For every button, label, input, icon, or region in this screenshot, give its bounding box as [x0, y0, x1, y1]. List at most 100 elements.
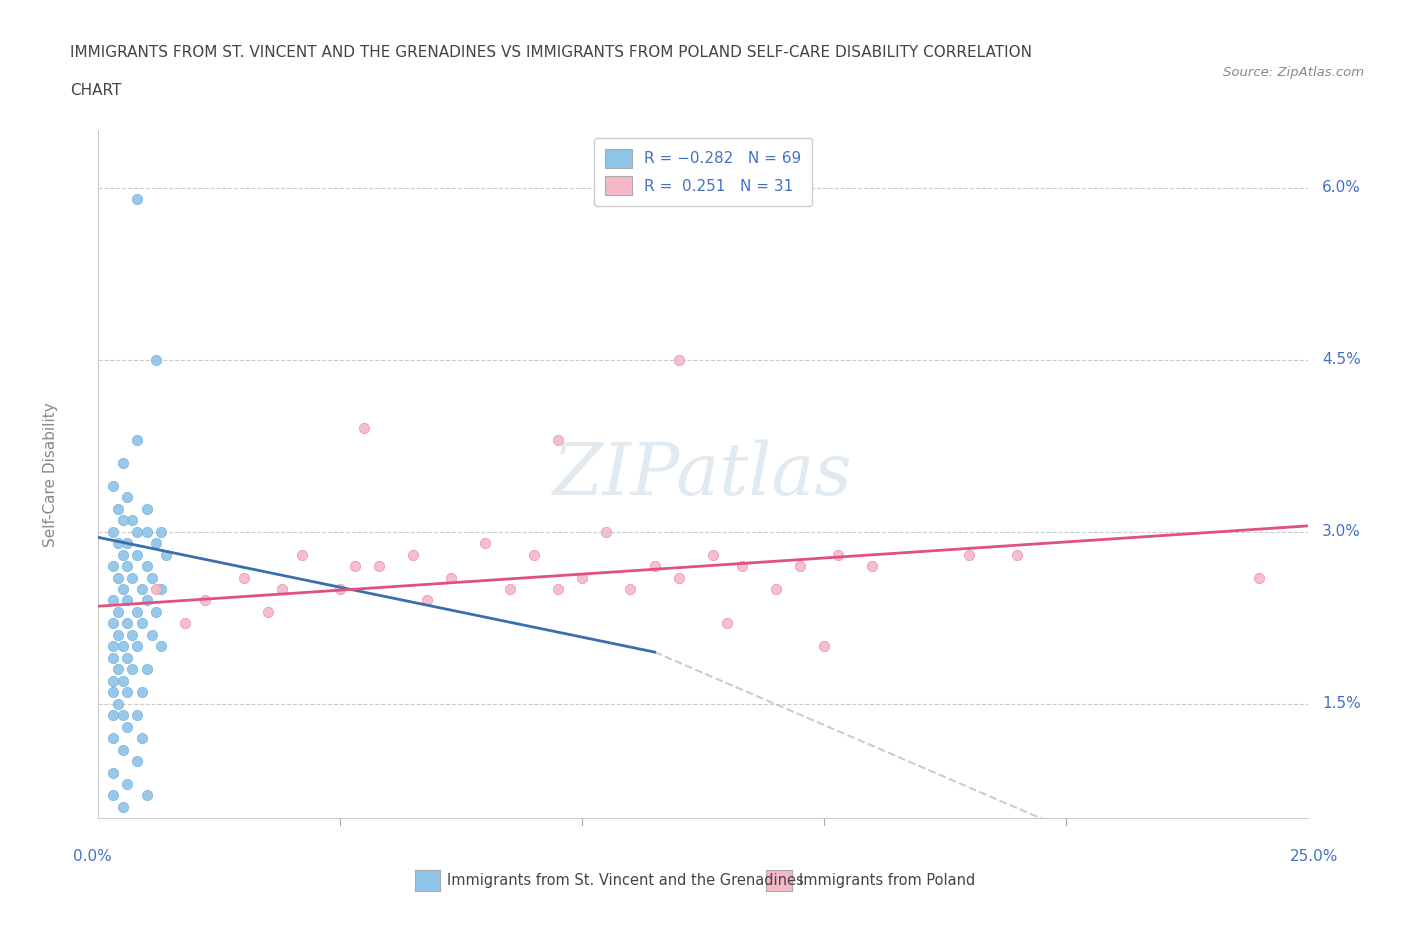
Point [111, 547, 134, 562]
Point [131, 616, 153, 631]
Point [111, 639, 134, 654]
Point [150, 581, 173, 596]
Text: 1.5%: 1.5% [1322, 697, 1361, 711]
Point [135, 662, 157, 677]
Point [107, 697, 129, 711]
Point [127, 192, 149, 206]
Point [145, 536, 167, 551]
Point [127, 432, 149, 447]
Point [117, 559, 139, 574]
Point [1007, 547, 1029, 562]
Point [117, 490, 139, 505]
Point [117, 536, 139, 551]
Point [644, 559, 666, 574]
Point [107, 662, 129, 677]
Point [440, 570, 463, 585]
Point [668, 570, 690, 585]
Text: Immigrants from St. Vincent and the Grenadines: Immigrants from St. Vincent and the Gren… [447, 873, 804, 888]
Point [860, 559, 883, 574]
Text: 25.0%: 25.0% [1289, 849, 1339, 864]
Point [135, 501, 157, 516]
Point [145, 581, 167, 596]
Point [107, 628, 129, 643]
Point [141, 628, 163, 643]
Point [135, 593, 157, 608]
Point [716, 616, 738, 631]
Point [101, 639, 124, 654]
Point [101, 765, 124, 780]
Point [813, 639, 835, 654]
Point [127, 525, 149, 539]
Point [117, 684, 139, 699]
Point [101, 650, 124, 665]
Text: CHART: CHART [70, 83, 122, 98]
Point [827, 547, 849, 562]
Text: 6.0%: 6.0% [1322, 180, 1361, 195]
Point [131, 684, 153, 699]
Point [107, 570, 129, 585]
Point [101, 559, 124, 574]
Point [232, 570, 254, 585]
Point [271, 581, 294, 596]
Point [101, 616, 124, 631]
Point [1249, 570, 1271, 585]
Point [127, 604, 149, 619]
Point [290, 547, 312, 562]
Point [595, 525, 617, 539]
Point [101, 673, 124, 688]
Point [547, 581, 569, 596]
Point [111, 800, 134, 815]
Point [101, 525, 124, 539]
Point [523, 547, 546, 562]
Point [174, 616, 197, 631]
Point [107, 501, 129, 516]
Point [121, 662, 143, 677]
Point [101, 731, 124, 746]
Point [702, 547, 724, 562]
Legend: R = −0.282   N = 69, R =  0.251   N = 31: R = −0.282 N = 69, R = 0.251 N = 31 [593, 138, 813, 206]
Point [121, 512, 143, 527]
Point [353, 421, 375, 436]
Point [121, 570, 143, 585]
Point [416, 593, 439, 608]
Point [107, 536, 129, 551]
Point [121, 628, 143, 643]
Point [135, 788, 157, 803]
Point [155, 547, 177, 562]
Text: 3.0%: 3.0% [1322, 525, 1361, 539]
Text: 0.0%: 0.0% [73, 849, 111, 864]
Point [957, 547, 980, 562]
Point [127, 708, 149, 723]
Point [117, 593, 139, 608]
Point [789, 559, 811, 574]
Point [194, 593, 217, 608]
Point [402, 547, 425, 562]
Point [117, 777, 139, 791]
Point [131, 731, 153, 746]
Text: 4.5%: 4.5% [1322, 352, 1361, 367]
Text: Source: ZipAtlas.com: Source: ZipAtlas.com [1223, 66, 1364, 79]
Point [498, 581, 520, 596]
Point [101, 684, 124, 699]
Text: IMMIGRANTS FROM ST. VINCENT AND THE GRENADINES VS IMMIGRANTS FROM POLAND SELF-CA: IMMIGRANTS FROM ST. VINCENT AND THE GREN… [70, 46, 1032, 60]
Point [571, 570, 593, 585]
Point [731, 559, 754, 574]
Text: Self-Care Disability: Self-Care Disability [42, 402, 58, 547]
Point [101, 788, 124, 803]
Point [135, 525, 157, 539]
Point [131, 581, 153, 596]
Text: Immigrants from Poland: Immigrants from Poland [799, 873, 974, 888]
Point [343, 559, 366, 574]
Point [127, 753, 149, 768]
Point [111, 581, 134, 596]
Point [111, 673, 134, 688]
Point [547, 432, 569, 447]
Point [619, 581, 641, 596]
Point [127, 639, 149, 654]
Point [117, 650, 139, 665]
Point [127, 547, 149, 562]
Point [145, 604, 167, 619]
Point [117, 719, 139, 734]
Point [141, 570, 163, 585]
Point [111, 456, 134, 471]
